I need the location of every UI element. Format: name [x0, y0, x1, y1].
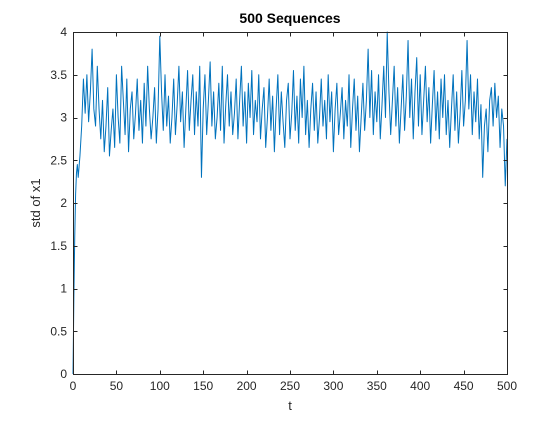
y-tick-label: 4: [60, 25, 67, 39]
x-tick-label: 400: [410, 379, 430, 393]
x-tick-label: 450: [454, 379, 474, 393]
x-tick-label: 0: [70, 379, 77, 393]
x-tick-label: 350: [367, 379, 387, 393]
series-line-0: [72, 31, 508, 375]
y-tick-label: 2: [60, 196, 67, 210]
x-tick-label: 500: [497, 379, 517, 393]
y-tick-label: 1: [60, 282, 67, 296]
x-tick-label: 50: [110, 379, 124, 393]
axes-layer: 0 50 100 150 200 250 300 350 400 450 500 0 0.5 1 1.5 2 2…: [50, 25, 517, 393]
chart-title: 500 Sequences: [239, 10, 340, 26]
x-axis-label: t: [288, 398, 292, 413]
y-tick-label: 3: [60, 111, 67, 125]
y-tick-label: 1.5: [50, 239, 67, 253]
x-tick-label: 150: [193, 379, 213, 393]
x-tick-label: 100: [150, 379, 170, 393]
plot-area: [73, 32, 507, 374]
y-tick-label: 0: [60, 367, 67, 381]
x-tick-label: 250: [280, 379, 300, 393]
x-tick-label: 300: [323, 379, 343, 393]
x-tick-label: 200: [237, 379, 257, 393]
y-axis-label: std of x1: [28, 178, 43, 227]
y-tick-label: 2.5: [50, 153, 67, 167]
series-layer: [72, 31, 508, 375]
y-tick-label: 0.5: [50, 324, 67, 338]
y-tick-label: 3.5: [50, 68, 67, 82]
